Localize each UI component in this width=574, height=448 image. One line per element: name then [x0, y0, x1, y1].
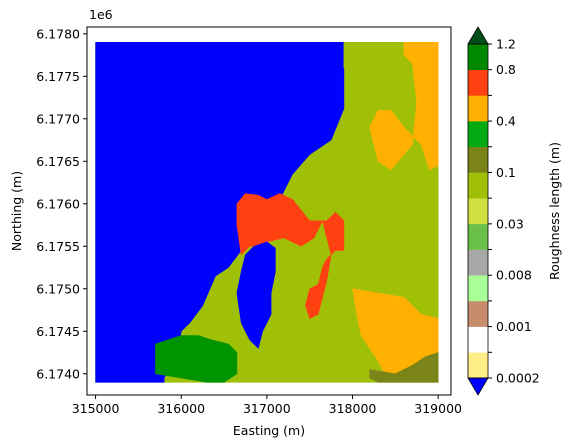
colorbar-tick-label: 0.03	[496, 216, 524, 231]
colorbar-tick-label: 0.8	[496, 62, 516, 77]
region-dry-southeast	[369, 352, 439, 383]
x-tick-label: 316000	[157, 401, 205, 416]
x-tick-label: 318000	[329, 401, 377, 416]
x-axis-label: Easting (m)	[233, 423, 305, 438]
x-tick-label: 317000	[243, 401, 291, 416]
colorbar-tick-label: 1.2	[496, 37, 516, 52]
y-tick-label: 6.1760	[36, 196, 80, 211]
region-tree-north	[369, 41, 439, 171]
colorbar-over-arrow	[467, 26, 489, 45]
colorbar-band	[468, 352, 488, 379]
colorbar-band	[468, 198, 488, 225]
colorbar-band	[468, 95, 488, 122]
colorbar-label: Roughness length (m)	[547, 142, 562, 280]
colorbar-band	[468, 300, 488, 327]
colorbar-band	[468, 146, 488, 173]
y-tick-label: 6.1755	[36, 239, 80, 254]
x-axis: 315000 316000 317000 318000 319000	[72, 395, 462, 416]
region-water-inlet	[236, 241, 276, 349]
colorbar-tick-label: 0.001	[496, 319, 532, 334]
plot-frame	[86, 26, 452, 396]
x-tick-label: 315000	[72, 401, 120, 416]
colorbar-tick-label: 0.008	[496, 268, 532, 283]
colorbar-band	[468, 121, 488, 148]
x-tick-label: 319000	[414, 401, 462, 416]
colorbar-band	[468, 249, 488, 276]
region-urban	[236, 193, 345, 319]
y-tick-label: 6.1765	[36, 154, 80, 169]
colorbar-tick-label: 0.1	[496, 165, 516, 180]
y-tick-label: 6.1740	[36, 366, 80, 381]
y-tick-label: 6.1750	[36, 281, 80, 296]
y-tick-label: 6.1780	[36, 26, 80, 41]
y-axis-label: Northing (m)	[9, 171, 24, 251]
y-tick-label: 6.1770	[36, 111, 80, 126]
y-tick-label: 6.1775	[36, 69, 80, 84]
colorbar-tick-label: 0.0002	[496, 371, 540, 386]
colorbar-band	[468, 275, 488, 302]
colorbar-band	[468, 223, 488, 250]
colorbar-band	[468, 44, 488, 70]
plot-regions	[95, 41, 439, 383]
colorbar-frame	[467, 43, 489, 379]
colorbar-band	[468, 172, 488, 199]
y-axis: 6.1740 6.1745 6.1750 6.1755 6.1760 6.1765 6.17…	[36, 26, 87, 381]
colorbar-tick-label: 0.4	[496, 114, 516, 129]
colorbar: 0.0002 0.001 0.008 0.03 0.1 0.4 0.8 1.2	[467, 26, 540, 396]
colorbar-band	[468, 69, 488, 96]
colorbar-band	[468, 326, 488, 353]
colorbar-under-arrow	[467, 377, 489, 396]
y-offset-label: 1e6	[89, 7, 113, 22]
y-tick-label: 6.1745	[36, 324, 80, 339]
region-forest-sw	[155, 335, 238, 383]
